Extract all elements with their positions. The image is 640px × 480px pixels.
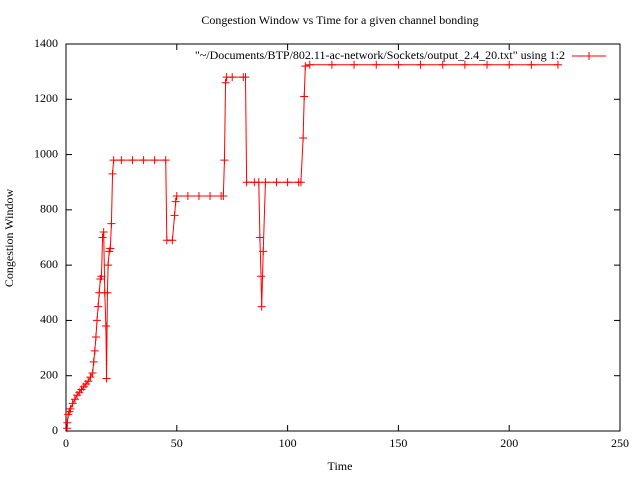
data-point (460, 60, 469, 69)
data-point (106, 244, 115, 253)
data-point (194, 192, 203, 201)
data-point (372, 60, 381, 69)
data-point (172, 192, 181, 201)
x-tick-label: 150 (389, 436, 407, 450)
data-point (261, 178, 270, 187)
data-point (416, 60, 425, 69)
data-point (296, 178, 305, 187)
data-point (394, 60, 403, 69)
data-point (299, 133, 308, 142)
data-point (241, 73, 250, 82)
plot-frame (65, 43, 621, 432)
data-point (242, 178, 251, 187)
x-axis-label: Time (328, 459, 353, 473)
data-point (350, 60, 359, 69)
data-point (102, 374, 111, 383)
x-tick-label: 250 (611, 436, 629, 450)
data-point (259, 247, 268, 256)
data-point (88, 368, 97, 377)
data-point (128, 156, 137, 165)
data-point (255, 233, 264, 242)
y-axis-label: Congestion Window (2, 189, 16, 288)
data-point (257, 272, 266, 281)
y-tick-label: 1200 (34, 91, 58, 105)
y-tick-label: 1400 (34, 36, 58, 50)
data-point (219, 192, 228, 201)
data-point (161, 156, 170, 165)
data-point (183, 192, 192, 201)
data-point (103, 288, 112, 297)
data-point (108, 169, 117, 178)
data-point (70, 395, 79, 404)
data-point (104, 261, 113, 270)
data-point (170, 211, 179, 220)
data-point (84, 377, 93, 386)
data-point (117, 156, 126, 165)
data-point (68, 399, 77, 408)
data-point (99, 227, 108, 236)
data-point (93, 316, 102, 325)
x-tick-label: 50 (171, 436, 183, 450)
data-point (527, 60, 536, 69)
data-point (171, 197, 180, 206)
data-point (91, 333, 100, 342)
data-point (107, 219, 116, 228)
data-point (101, 321, 110, 330)
data-point (90, 346, 99, 355)
data-point (168, 236, 177, 245)
x-tick-label: 100 (279, 436, 297, 450)
legend-label: "~/Documents/BTP/802.11-ac-network/Socke… (195, 48, 565, 62)
legend-swatch (572, 52, 606, 60)
x-tick-label: 0 (63, 436, 69, 450)
y-tick-label: 600 (40, 257, 58, 271)
y-tick-label: 200 (40, 367, 58, 381)
data-point (86, 373, 95, 382)
y-tick-label: 1000 (34, 146, 58, 160)
data-point (483, 60, 492, 69)
chart-title: Congestion Window vs Time for a given ch… (201, 13, 478, 27)
data-point (139, 156, 148, 165)
data-point (97, 272, 106, 281)
data-point (98, 233, 107, 242)
data-point (301, 62, 310, 71)
x-tick-label: 200 (500, 436, 518, 450)
data-point (505, 60, 514, 69)
data-point (63, 418, 72, 427)
data-point (150, 156, 159, 165)
data-point (438, 60, 447, 69)
data-point (305, 60, 314, 69)
data-point (283, 178, 292, 187)
data-point (228, 73, 237, 82)
data-point (89, 357, 98, 366)
data-point (327, 60, 336, 69)
y-tick-label: 0 (52, 423, 58, 437)
data-point (109, 156, 118, 165)
data-point (206, 192, 215, 201)
data-point (272, 178, 281, 187)
y-tick-label: 400 (40, 312, 58, 326)
data-point (66, 404, 75, 413)
y-tick-label: 800 (40, 202, 58, 216)
data-point (220, 156, 229, 165)
data-point (94, 302, 103, 311)
data-point (221, 78, 230, 87)
data-point (300, 92, 309, 101)
data-point (257, 302, 266, 311)
data-point (553, 60, 562, 69)
